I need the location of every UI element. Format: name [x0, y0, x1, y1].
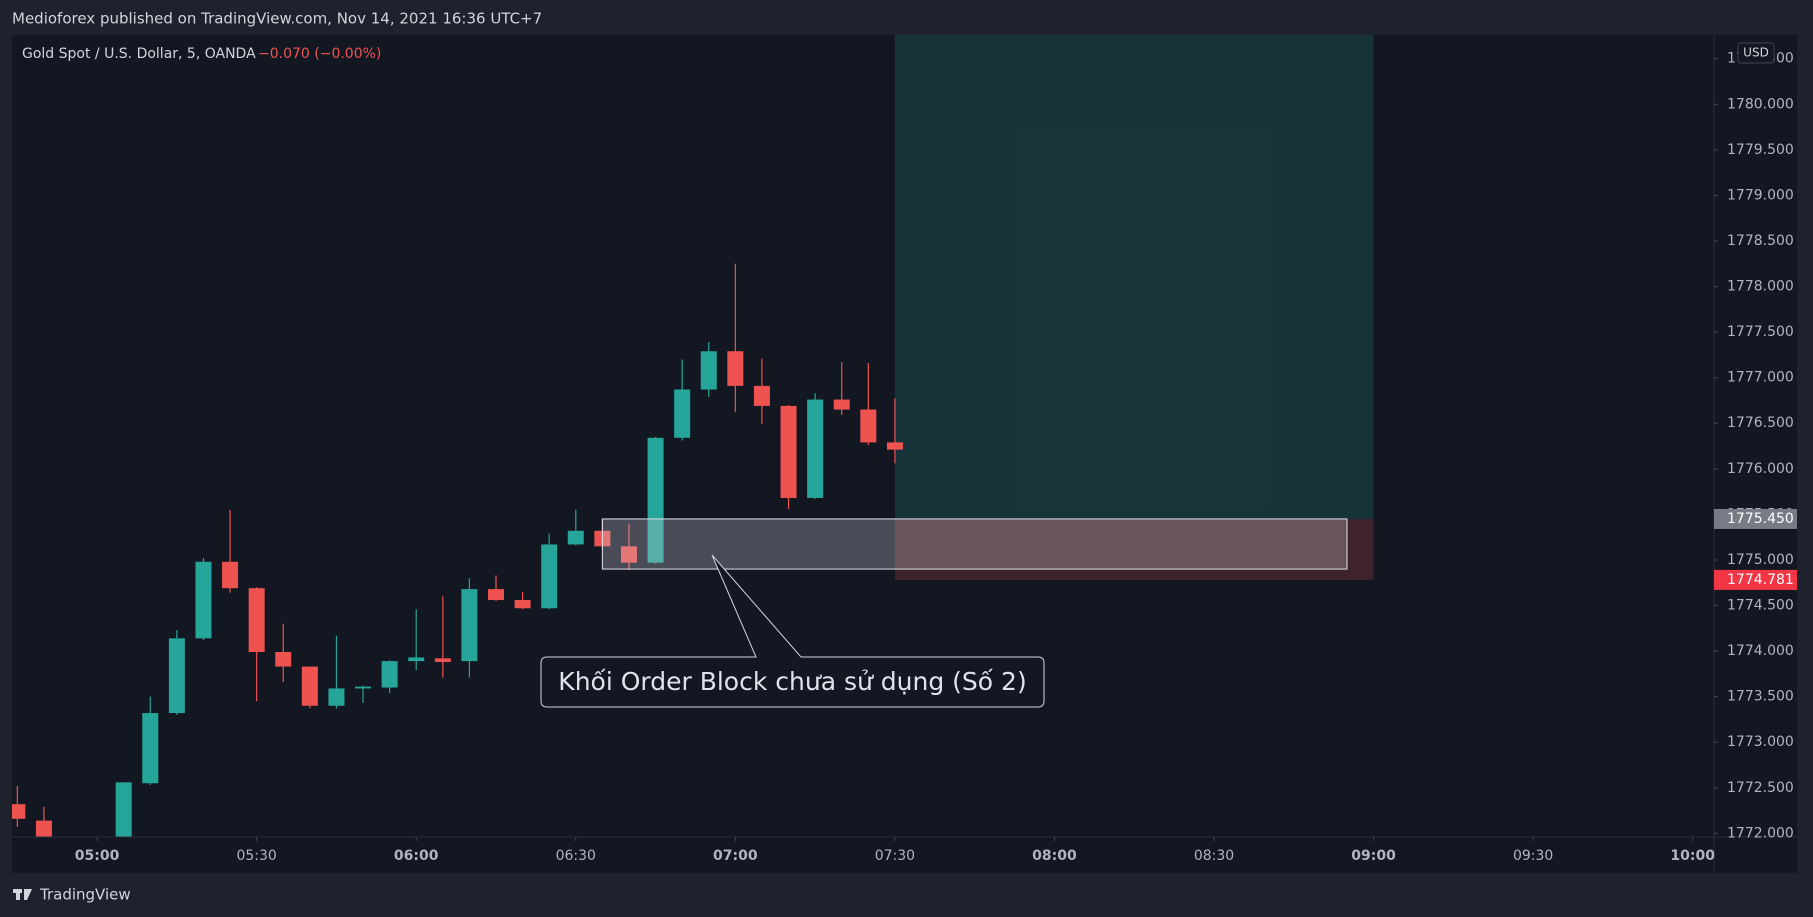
x-tick-label: 06:30	[556, 848, 596, 864]
loss-zone	[894, 518, 1374, 580]
x-tick-label: 07:30	[875, 848, 915, 864]
candle-body	[567, 530, 584, 545]
y-tick-label: 1778.000	[1727, 279, 1794, 295]
order-block	[601, 518, 1348, 570]
price-change: −0.070 (−0.00%)	[258, 46, 381, 62]
brand: TradingView	[39, 886, 131, 904]
y-tick-label: 1772.000	[1727, 825, 1794, 841]
y-tick-label: 1776.500	[1727, 415, 1794, 431]
chart-area	[12, 35, 1797, 873]
candle-body	[647, 437, 664, 563]
candle-body	[355, 686, 372, 689]
axes: 1772.000 1772.500 1773.000 1773.500 1774.000…	[75, 51, 1797, 864]
x-tick-label: 10:00	[1670, 848, 1715, 864]
candle-body	[275, 651, 292, 667]
candle-body	[727, 351, 744, 386]
currency-badge	[1737, 42, 1775, 64]
candle-body	[700, 351, 717, 390]
candle-body	[142, 713, 159, 784]
candle-body	[195, 561, 212, 639]
y-tick-label: 1776.000	[1727, 461, 1794, 477]
entry-price-tag	[1714, 508, 1797, 529]
candle-body	[381, 661, 398, 688]
candle-body	[35, 820, 52, 837]
x-tick-label: 07:00	[713, 848, 758, 864]
x-tick-label: 05:30	[236, 848, 276, 864]
candle-body	[833, 399, 850, 410]
candle-body	[168, 638, 185, 714]
candle-body	[674, 389, 691, 438]
y-tick-label: 1773.000	[1727, 734, 1794, 750]
candle-body	[488, 589, 505, 601]
x-tick-label: 09:30	[1513, 848, 1553, 864]
entry-price-label: 1775.450	[1727, 511, 1794, 527]
candle-body	[541, 544, 558, 609]
y-tick-label: 1779.500	[1727, 142, 1794, 158]
candle-body	[514, 600, 531, 609]
tradingview-logo	[13, 889, 32, 900]
symbol-title: Gold Spot / U.S. Dollar, 5, OANDA	[22, 46, 256, 62]
plot: Khối Order Block chưa sử dụng (Số 2)	[12, 35, 1374, 837]
y-tick-label: 1774.000	[1727, 643, 1794, 659]
candle-body	[753, 385, 770, 406]
candle-body	[780, 405, 797, 498]
candle-body	[807, 399, 824, 498]
callout-text: Khối Order Block chưa sử dụng (Số 2)	[558, 667, 1026, 696]
candle-body	[301, 666, 318, 706]
x-tick-label: 08:30	[1194, 848, 1234, 864]
candle-body	[886, 442, 903, 450]
y-tick-label: 1779.000	[1727, 187, 1794, 203]
x-tick-label: 06:00	[394, 848, 439, 864]
candle-body	[248, 588, 265, 652]
y-tick-label: 1774.500	[1727, 598, 1794, 614]
x-tick-label: 05:00	[75, 848, 120, 864]
candle-body	[328, 688, 345, 706]
x-tick-label: 09:00	[1351, 848, 1396, 864]
currency: USD	[1743, 46, 1769, 60]
candle-body	[461, 589, 478, 662]
candle-body	[620, 546, 637, 563]
callout-box	[540, 554, 1045, 708]
y-tick-label: 1773.500	[1727, 689, 1794, 705]
y-tick-label: 1775.000	[1727, 552, 1794, 568]
candle-body	[12, 804, 26, 819]
candle-body	[408, 657, 425, 662]
y-tick-label: 1777.000	[1727, 370, 1794, 386]
candle-body	[434, 658, 451, 663]
y-tick-label: 1777.500	[1727, 324, 1794, 340]
profit-zone	[894, 35, 1374, 519]
candle-body	[860, 409, 877, 443]
candle-body	[222, 561, 239, 589]
candle-body	[115, 782, 132, 837]
y-tick-label: 1778.500	[1727, 233, 1794, 249]
publisher-line: Medioforex published on TradingView.com,…	[12, 10, 542, 28]
stop-price-label: 1774.781	[1727, 572, 1794, 588]
stop-price-tag	[1714, 569, 1797, 590]
x-tick-label: 08:00	[1032, 848, 1077, 864]
y-tick-label: 1780.000	[1727, 96, 1794, 112]
y-tick-label: 1772.500	[1727, 780, 1794, 796]
